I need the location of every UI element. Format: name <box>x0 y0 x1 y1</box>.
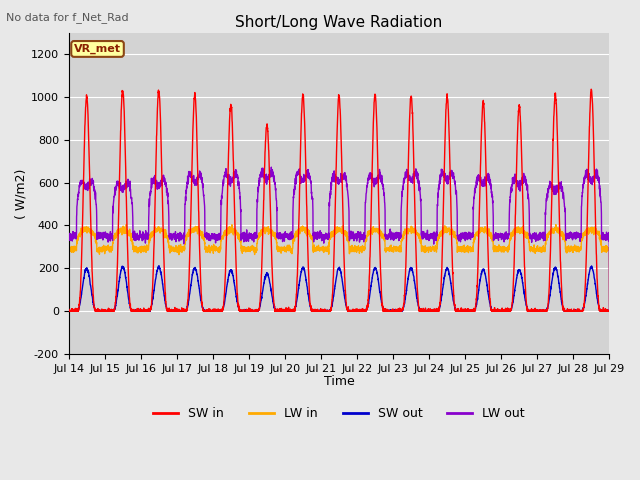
Title: Short/Long Wave Radiation: Short/Long Wave Radiation <box>236 15 443 30</box>
Text: VR_met: VR_met <box>74 44 121 54</box>
Text: No data for f_Net_Rad: No data for f_Net_Rad <box>6 12 129 23</box>
Y-axis label: ( W/m2): ( W/m2) <box>15 168 28 218</box>
Legend: SW in, LW in, SW out, LW out: SW in, LW in, SW out, LW out <box>148 402 530 425</box>
X-axis label: Time: Time <box>324 375 355 388</box>
